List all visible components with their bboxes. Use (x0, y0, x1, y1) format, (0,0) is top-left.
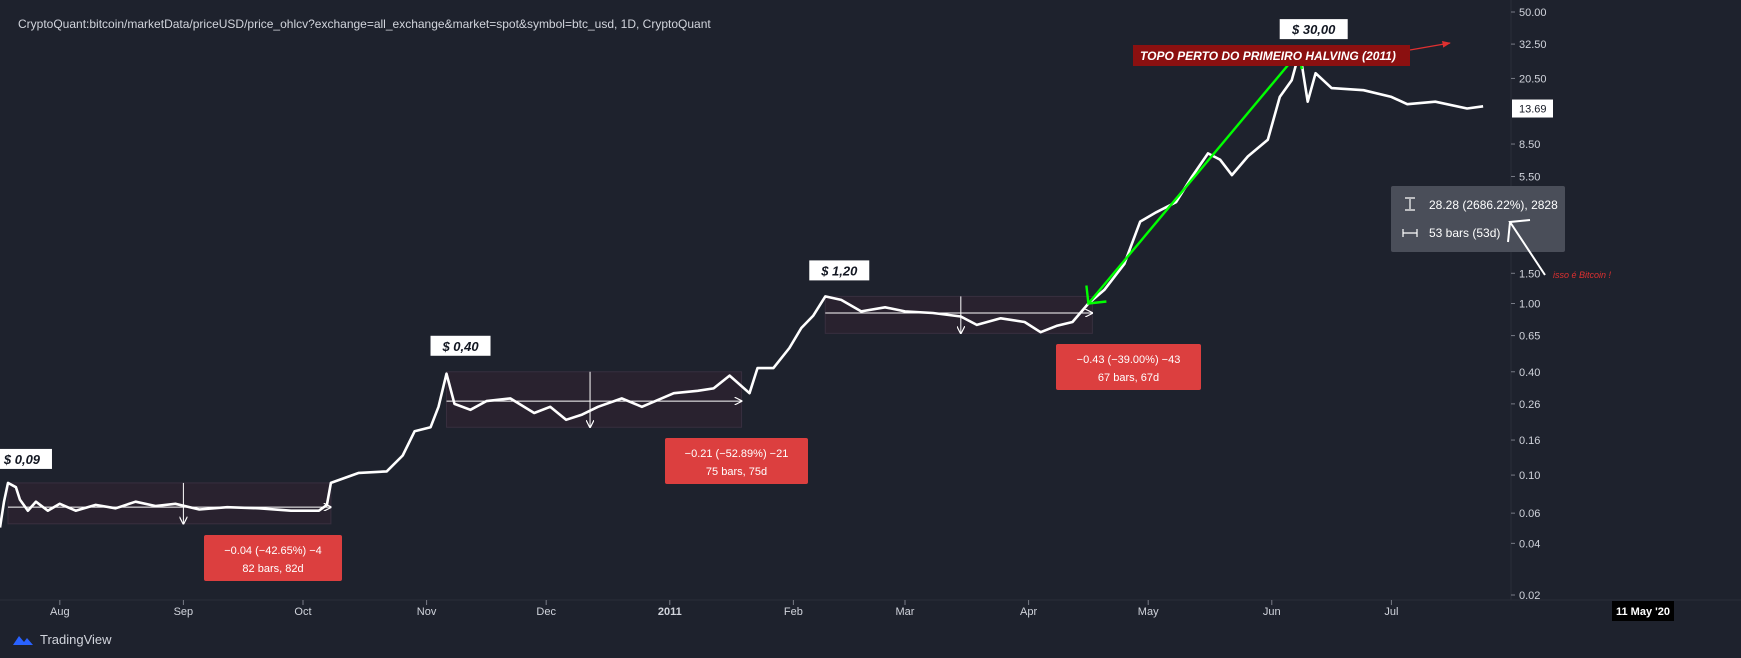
x-tick-label: Feb (784, 606, 803, 618)
y-tick-label: 0.10 (1519, 470, 1540, 482)
tradingview-logo[interactable]: TradingView (12, 632, 112, 647)
x-tick-label: 2011 (658, 606, 682, 618)
title-annotation: TOPO PERTO DO PRIMEIRO HALVING (2011) (1140, 49, 1396, 63)
y-tick-label: 8.50 (1519, 139, 1540, 151)
price-label: $ 30,00 (1291, 22, 1336, 37)
current-price-label: 13.69 (1519, 104, 1547, 116)
y-tick-label: 0.06 (1519, 508, 1540, 520)
drawdown-measure-box (204, 535, 342, 581)
price-range-icon (1405, 197, 1415, 211)
y-tick-label: 50.00 (1519, 7, 1547, 19)
x-tick-label: Nov (417, 606, 437, 618)
trend-arrow-line (1087, 50, 1301, 305)
measure-tooltip (1391, 186, 1565, 252)
date-badge (1612, 601, 1674, 621)
y-tick-label: 0.04 (1519, 538, 1540, 550)
price-label: $ 0,40 (441, 339, 479, 354)
y-tick-label: 0.02 (1519, 590, 1540, 602)
x-tick-label: Apr (1020, 606, 1037, 618)
y-tick-label: 0.26 (1519, 399, 1540, 411)
x-tick-label: Jul (1384, 606, 1398, 618)
drawdown-measure-line2: 82 bars, 82d (242, 563, 303, 575)
y-tick-label: 5.50 (1519, 171, 1540, 183)
side-annotation-pointer (1507, 219, 1546, 276)
x-tick-label: Jun (1263, 606, 1281, 618)
drawdown-measure-line1: −0.43 (−39.00%) −43 (1077, 354, 1181, 366)
drawdown-measure-box (665, 438, 808, 484)
side-annotation: isso é Bitcoin ! (1553, 270, 1612, 280)
price-line (0, 49, 1484, 528)
price-label-box (1279, 19, 1348, 40)
x-tick-label: May (1138, 606, 1159, 618)
x-tick-label: Dec (536, 606, 556, 618)
measure-line1: 28.28 (2686.22%), 2828 (1429, 198, 1558, 212)
title-annotation-arrow (1409, 40, 1451, 51)
y-tick-label: 0.16 (1519, 435, 1540, 447)
drawdown-measure-line2: 67 bars, 67d (1098, 372, 1159, 384)
y-tick-label: 32.50 (1519, 39, 1547, 51)
chart-header: CryptoQuant:bitcoin/marketData/priceUSD/… (18, 17, 711, 31)
date-label: 11 May '20 (1616, 606, 1670, 618)
drawdown-measure-line1: −0.04 (−42.65%) −4 (224, 545, 322, 557)
y-tick-label: 1.00 (1519, 299, 1540, 311)
tradingview-icon (13, 635, 33, 645)
y-tick-label: 0.40 (1519, 367, 1540, 379)
title-annotation-box (1133, 45, 1410, 66)
y-tick-label: 0.65 (1519, 331, 1540, 343)
drawdown-measure-line2: 75 bars, 75d (706, 466, 767, 478)
price-label-box (430, 335, 491, 356)
x-tick-label: Aug (50, 606, 70, 618)
price-label-box (0, 448, 52, 469)
current-price-badge (1512, 99, 1553, 118)
price-label-box (809, 260, 870, 281)
brand-name: TradingView (40, 632, 112, 647)
trend-arrow-head-start (1085, 285, 1107, 305)
x-tick-label: Sep (174, 606, 194, 618)
drawdown-measure-line1: −0.21 (−52.89%) −21 (685, 448, 789, 460)
y-tick-label: 20.50 (1519, 73, 1547, 85)
price-label: $ 1,20 (820, 263, 858, 278)
bars-range-icon (1402, 229, 1418, 237)
y-tick-label: 1.50 (1519, 268, 1540, 280)
drawdown-measure-box (1056, 344, 1201, 390)
price-label: $ 0,09 (3, 452, 41, 467)
measure-line2: 53 bars (53d) (1429, 226, 1500, 240)
x-tick-label: Oct (294, 606, 311, 618)
x-tick-label: Mar (896, 606, 915, 618)
